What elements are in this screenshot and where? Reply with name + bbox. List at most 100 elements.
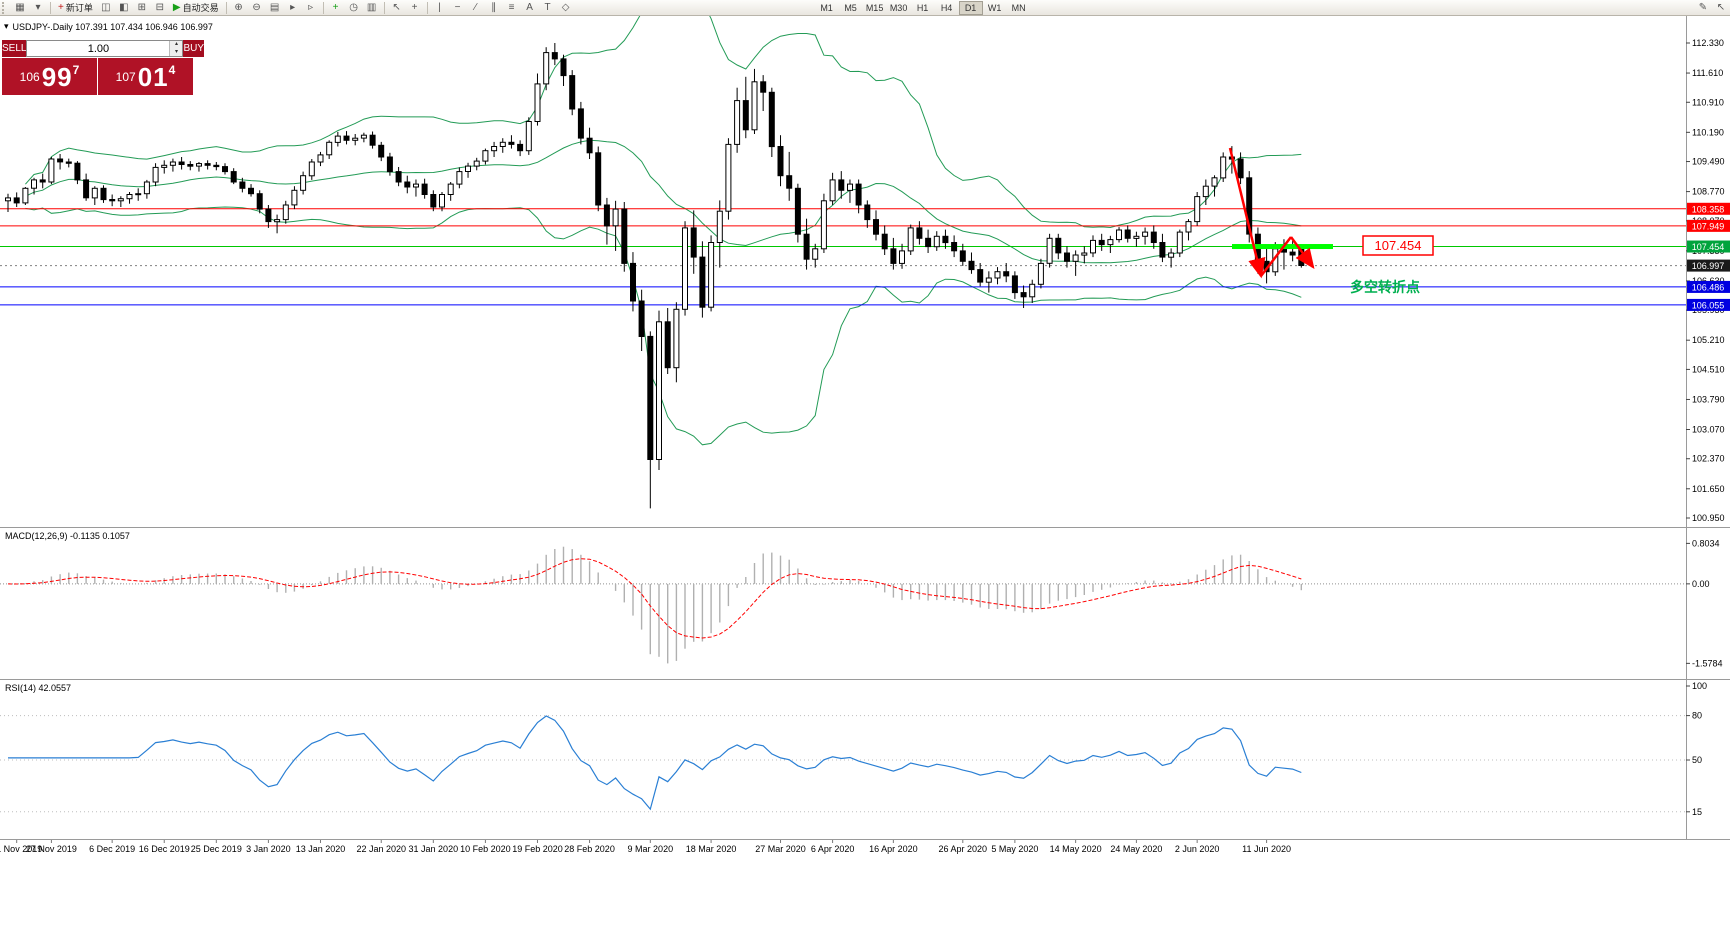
new-order-icon: + xyxy=(58,2,64,13)
ask-main: 01 xyxy=(137,61,169,92)
indicators-icon[interactable]: + xyxy=(332,2,339,13)
sell-price-button[interactable]: 106 99 7 xyxy=(2,58,97,95)
zoom-in-icon[interactable]: ⊕ xyxy=(234,2,243,13)
autotrading-button[interactable]: ▶ 自动交易 xyxy=(169,1,223,15)
cursor-icon[interactable]: ↖ xyxy=(392,2,401,13)
svg-text:22 Jan 2020: 22 Jan 2020 xyxy=(356,844,406,854)
text-icon[interactable]: A xyxy=(526,2,533,13)
svg-text:2 Jun 2020: 2 Jun 2020 xyxy=(1175,844,1220,854)
templates-icon[interactable]: ▥ xyxy=(366,2,377,13)
tile-windows-icon[interactable]: ▤ xyxy=(269,2,280,13)
chart-ohlc-info: ▾ USDJPY-.Daily 107.391 107.434 106.946 … xyxy=(4,21,213,32)
macd-indicator-label: MACD(12,26,9) -0.1135 0.1057 xyxy=(5,531,130,541)
price-axis-badges: 108.358 107.949 107.454 106.997 106.486 106.0… xyxy=(1687,202,1730,311)
bid-prefix: 106 xyxy=(19,69,40,84)
chart-drawings[interactable]: 107.454 多空转折点 xyxy=(1228,147,1434,295)
svg-text:9 Mar 2020: 9 Mar 2020 xyxy=(628,844,674,854)
svg-text:107.949: 107.949 xyxy=(1692,221,1725,231)
volume-spinner: ▴ ▾ xyxy=(169,41,183,56)
volume-up-icon[interactable]: ▴ xyxy=(170,41,183,49)
one-click-expander-icon[interactable]: ▾ xyxy=(4,21,9,31)
zoom-out-icon[interactable]: ⊖ xyxy=(252,2,261,13)
sell-button[interactable]: SELL xyxy=(2,40,27,57)
svg-text:5 May 2020: 5 May 2020 xyxy=(991,844,1038,854)
main-toolbar: ▦ ▾ + 新订单 ◫ ◧ ⊞ ⊟ ▶ 自动交易 ⊕ ⊖ ▤ ▸ ▹ + ◷ ▥ ↖ + | − ∕ ∥ ≡ A T ◇ M1 M5 M15… xyxy=(0,0,1730,16)
autotrading-icon: ▶ xyxy=(172,2,181,13)
svg-text:101.650: 101.650 xyxy=(1692,484,1725,494)
timeframe-h1-button[interactable]: H1 xyxy=(916,2,929,13)
shapes-icon[interactable]: ◇ xyxy=(561,2,570,13)
svg-text:112.330: 112.330 xyxy=(1692,38,1724,48)
price-callout-box xyxy=(1362,235,1434,256)
bid-main: 99 xyxy=(41,61,73,92)
bollinger-bands xyxy=(25,0,1302,446)
svg-text:106.055: 106.055 xyxy=(1692,300,1725,310)
volume-field-wrap: ▴ ▾ xyxy=(26,40,184,57)
svg-text:109.490: 109.490 xyxy=(1692,157,1725,167)
svg-text:100: 100 xyxy=(1692,681,1707,691)
svg-text:6 Apr 2020: 6 Apr 2020 xyxy=(811,844,855,854)
timeframe-m1-button[interactable]: M1 xyxy=(820,2,833,13)
fibonacci-icon[interactable]: ≡ xyxy=(508,2,515,13)
new-chart-icon[interactable]: ▦ xyxy=(15,2,25,13)
trend-arrow xyxy=(1228,147,1266,279)
svg-text:11 Jun 2020: 11 Jun 2020 xyxy=(1242,844,1291,854)
new-order-button-label: 新订单 xyxy=(65,3,93,13)
crosshair-icon[interactable]: + xyxy=(411,2,418,13)
chart-shift-icon[interactable]: ▹ xyxy=(308,2,314,13)
chart-canvas[interactable]: 112.330 111.610 110.910 110.190 109.490 108.7… xyxy=(0,0,1730,858)
vertical-line-icon[interactable]: | xyxy=(438,2,441,13)
toolbar-separator xyxy=(50,1,51,14)
svg-text:26 Apr 2020: 26 Apr 2020 xyxy=(939,844,988,854)
time-periods-icon[interactable]: ◷ xyxy=(349,2,358,13)
auto-scroll-icon[interactable]: ▸ xyxy=(290,2,296,13)
new-order-button[interactable]: + 新订单 xyxy=(54,1,97,15)
svg-text:6 Dec 2019: 6 Dec 2019 xyxy=(89,844,135,854)
candlestick-series xyxy=(5,43,1305,509)
volume-input[interactable] xyxy=(27,41,170,56)
pencil-icon[interactable]: ✎ xyxy=(1698,2,1708,13)
timeframe-mn-button[interactable]: MN xyxy=(1011,2,1026,13)
svg-text:50: 50 xyxy=(1692,755,1702,765)
terminal-icon[interactable]: ⊟ xyxy=(155,2,165,13)
equidistant-channel-icon[interactable]: ∥ xyxy=(491,2,497,13)
svg-text:19 Feb 2020: 19 Feb 2020 xyxy=(512,844,563,854)
svg-text:103.070: 103.070 xyxy=(1692,425,1725,435)
navigator-icon[interactable]: ⊞ xyxy=(137,2,147,13)
timeframe-m5-button[interactable]: M5 xyxy=(844,2,857,13)
rsi-panel: 100 80 50 15 xyxy=(0,681,1707,817)
svg-text:108.770: 108.770 xyxy=(1692,187,1725,197)
rsi-indicator-label: RSI(14) 42.0557 xyxy=(5,683,72,693)
svg-text:13 Jan 2020: 13 Jan 2020 xyxy=(296,844,346,854)
svg-text:80: 80 xyxy=(1692,711,1702,721)
timeframe-d1-button[interactable]: D1 xyxy=(958,0,983,15)
text-label-icon[interactable]: T xyxy=(544,2,551,13)
timeframe-w1-button[interactable]: W1 xyxy=(987,2,1002,13)
timeframe-m30-button[interactable]: M30 xyxy=(889,2,908,13)
data-window-icon[interactable]: ◧ xyxy=(119,2,129,13)
toolbar-separator xyxy=(322,1,324,14)
pointer-icon[interactable]: ↖ xyxy=(1716,2,1726,13)
svg-text:31 Jan 2020: 31 Jan 2020 xyxy=(409,844,459,854)
toolbar-separator xyxy=(383,1,385,14)
svg-text:3 Jan 2020: 3 Jan 2020 xyxy=(246,844,291,854)
chart-profiles-icon[interactable]: ▾ xyxy=(35,2,41,13)
toolbar-grip xyxy=(2,1,9,14)
svg-text:107.454: 107.454 xyxy=(1692,242,1725,252)
trend-arrow xyxy=(1289,236,1315,270)
buy-button[interactable]: BUY xyxy=(183,40,205,57)
timeframe-h4-button[interactable]: H4 xyxy=(940,2,953,13)
macd-panel: 0.8034 0.00 -1.5784 xyxy=(0,538,1723,668)
bid-pip: 7 xyxy=(72,62,80,77)
trendline-icon[interactable]: ∕ xyxy=(474,2,477,13)
market-watch-icon[interactable]: ◫ xyxy=(101,2,111,13)
volume-down-icon[interactable]: ▾ xyxy=(170,48,183,56)
trend-arrow xyxy=(1260,236,1292,277)
horizontal-line-icon[interactable]: − xyxy=(454,2,461,13)
panel-separators xyxy=(0,16,1730,840)
svg-text:27 Nov 2019: 27 Nov 2019 xyxy=(26,844,77,854)
timeframe-m15-button[interactable]: M15 xyxy=(865,2,884,13)
buy-price-button[interactable]: 107 01 4 xyxy=(98,58,193,95)
one-click-trading-panel: SELL ▴ ▾ BUY 106 99 7 107 01 4 xyxy=(2,40,205,95)
